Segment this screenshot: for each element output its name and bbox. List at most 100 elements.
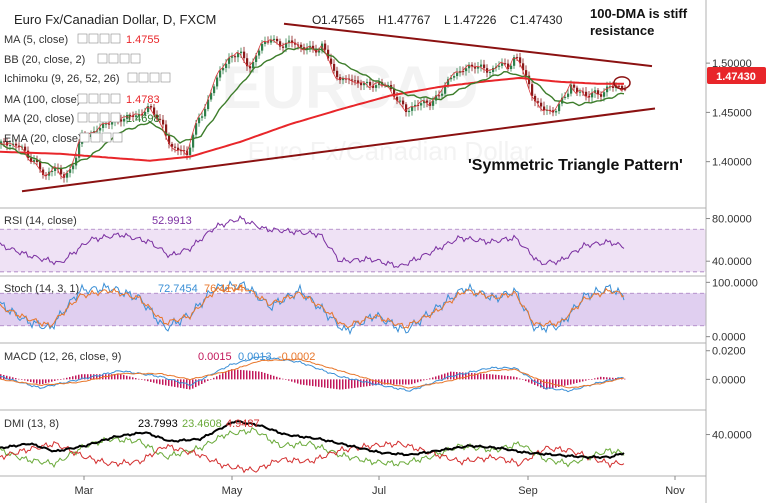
add-icon[interactable] <box>99 112 110 123</box>
indicator-pane-legend[interactable]: RSI (14, close) 52.9913 <box>4 215 192 227</box>
macd-histogram-bar <box>450 371 452 380</box>
macd-histogram-bar <box>42 379 44 385</box>
macd-histogram-bar <box>465 372 467 380</box>
macd-histogram-bar <box>84 374 86 380</box>
candle-body <box>351 79 354 81</box>
indicator-pane-legend[interactable]: DMI (13, 8) 23.7993 23.4608 4.9487 <box>4 418 260 430</box>
candle-body <box>525 70 528 76</box>
time-axis[interactable]: Mar May Jul Sep Nov <box>75 476 686 497</box>
candle-body <box>489 71 492 73</box>
close-icon[interactable] <box>112 132 123 143</box>
close-icon[interactable] <box>130 53 141 64</box>
eye-icon[interactable] <box>77 112 88 123</box>
settings-icon[interactable] <box>88 33 99 44</box>
macd-histogram-bar <box>357 379 359 388</box>
candle-body <box>219 70 222 78</box>
add-icon[interactable] <box>99 93 110 104</box>
candle-body <box>408 110 411 113</box>
macd-histogram-bar <box>75 375 77 380</box>
candle-body <box>258 50 261 56</box>
candle-body <box>222 67 225 71</box>
close-icon[interactable] <box>110 93 121 104</box>
macd-histogram-bar <box>27 379 29 382</box>
macd-histogram-bar <box>483 373 485 380</box>
macd-histogram-bar <box>156 379 158 384</box>
ohlc-value: 1.47226 <box>453 13 497 27</box>
legend-row[interactable]: MA (20, close) 1.4698 <box>4 112 160 125</box>
legend-row[interactable]: MA (100, close) 1.4783 <box>4 93 160 106</box>
price-axis[interactable]: 1.40000 1.45000 1.50000 40.0000 80.0000 0.000… <box>706 58 758 442</box>
legend-row[interactable]: BB (20, close, 2) <box>4 53 141 66</box>
indicator-value: 4.9487 <box>226 418 260 430</box>
candle-body <box>555 111 558 113</box>
dmi-plus-line <box>0 427 625 468</box>
close-icon[interactable] <box>110 33 121 44</box>
macd-histogram-bar <box>33 379 35 383</box>
macd-histogram-bar <box>138 378 140 380</box>
macd-histogram-bar <box>300 379 302 385</box>
eye-icon[interactable] <box>77 93 88 104</box>
symbol-title[interactable]: Euro Fx/Canadian Dollar, D, FXCM <box>14 12 216 27</box>
time-tick-label: Nov <box>665 485 685 497</box>
macd-histogram-bar <box>519 378 521 380</box>
rsi-pane[interactable] <box>0 215 706 273</box>
legend-row[interactable]: EMA (20, close) <box>4 132 123 145</box>
candle-body <box>531 84 534 96</box>
dmi-pane[interactable] <box>0 420 625 474</box>
macd-histogram-bar <box>579 379 581 383</box>
eye-icon[interactable] <box>127 72 138 83</box>
settings-icon[interactable] <box>90 132 101 143</box>
annotation-dma-line2: resistance <box>590 23 654 38</box>
macd-histogram-bar <box>174 379 176 387</box>
macd-histogram-bar <box>51 379 53 382</box>
macd-pane[interactable] <box>0 355 626 393</box>
close-icon[interactable] <box>110 112 121 123</box>
candle-body <box>507 63 510 70</box>
adx-line <box>0 420 625 460</box>
settings-icon[interactable] <box>88 112 99 123</box>
macd-histogram-bar <box>576 379 578 383</box>
close-icon[interactable] <box>160 72 171 83</box>
candle-body <box>255 55 258 62</box>
add-icon[interactable] <box>101 132 112 143</box>
macd-histogram-bar <box>276 376 278 380</box>
candle-body <box>204 109 207 117</box>
macd-histogram-bar <box>438 375 440 380</box>
add-icon[interactable] <box>149 72 160 83</box>
macd-histogram-bar <box>18 378 20 380</box>
add-icon[interactable] <box>119 53 130 64</box>
candle-body <box>300 44 303 48</box>
macd-histogram-bar <box>141 379 143 380</box>
macd-histogram-bar <box>210 379 212 380</box>
macd-histogram-bar <box>78 374 80 380</box>
settings-icon[interactable] <box>108 53 119 64</box>
candle-body <box>369 81 372 86</box>
trendline-lower[interactable] <box>21 107 656 193</box>
macd-histogram-bar <box>237 369 239 380</box>
legend-label: MA (5, close) <box>4 34 68 46</box>
legend-row[interactable]: MA (5, close) 1.4755 <box>4 33 160 46</box>
settings-icon[interactable] <box>138 72 149 83</box>
eye-icon[interactable] <box>77 33 88 44</box>
annotation-pattern: 'Symmetric Triangle Pattern' <box>468 157 683 174</box>
macd-histogram-bar <box>474 373 476 380</box>
indicator-pane-legend[interactable]: Stoch (14, 3, 1) 72.7454 76.4174 <box>4 283 244 295</box>
stoch-pane[interactable] <box>0 280 706 336</box>
candle-body <box>603 92 606 97</box>
candle-body <box>216 77 219 87</box>
legend-row[interactable]: Ichimoku (9, 26, 52, 26) <box>4 72 171 85</box>
indicator-pane-legend[interactable]: MACD (12, 26, close, 9) 0.0015 0.0013 -0.00… <box>4 351 315 363</box>
indicator-value: 0.0013 <box>238 351 272 363</box>
trendline-upper[interactable] <box>283 22 653 68</box>
candle-body <box>9 144 12 146</box>
candle-body <box>372 85 375 88</box>
macd-histogram-bar <box>285 379 287 380</box>
macd-histogram-bar <box>282 378 284 380</box>
candle-body <box>402 100 405 105</box>
eye-icon[interactable] <box>97 53 108 64</box>
add-icon[interactable] <box>99 33 110 44</box>
eye-icon[interactable] <box>79 132 90 143</box>
macd-histogram-bar <box>507 375 509 380</box>
time-tick-label: Mar <box>75 485 94 497</box>
settings-icon[interactable] <box>88 93 99 104</box>
